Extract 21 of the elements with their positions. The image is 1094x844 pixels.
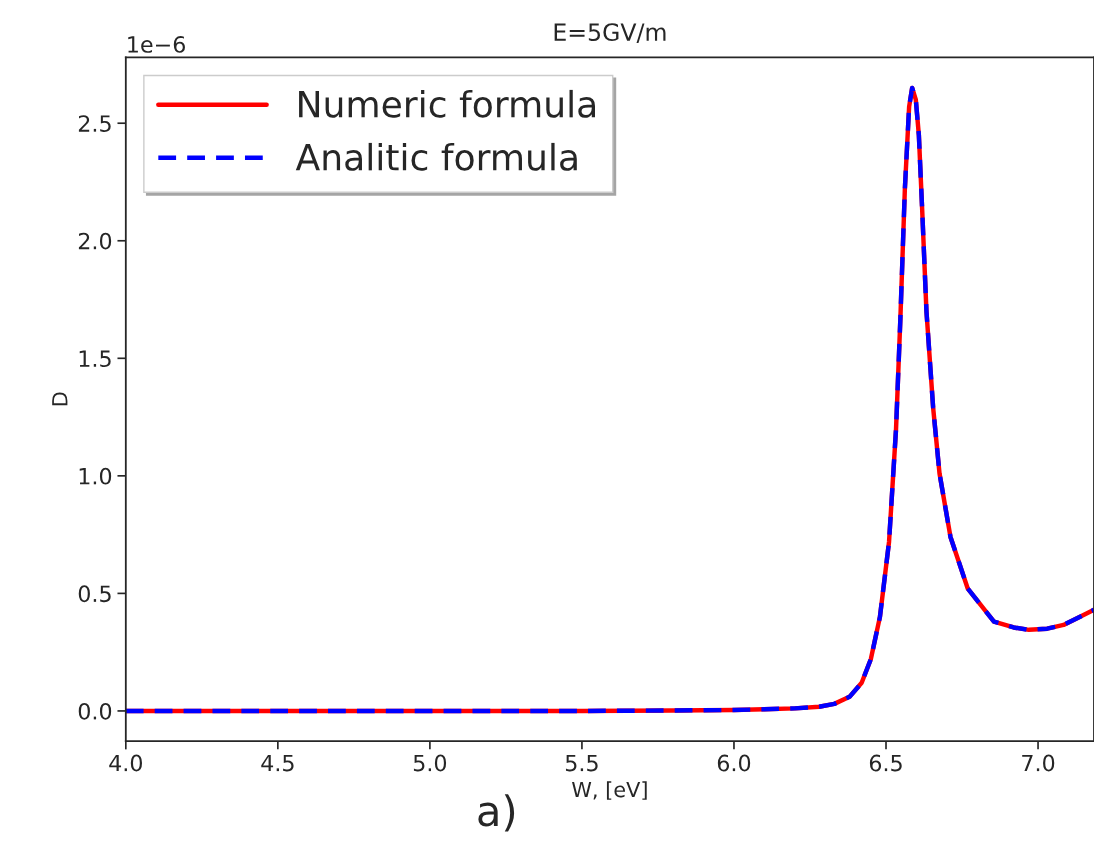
y-tick-label: 2.0 xyxy=(78,232,112,250)
y-tick-label: 1.0 xyxy=(79,467,112,485)
legend-label: Numeric formula xyxy=(299,89,596,118)
x-tick-label: 7.0 xyxy=(1022,754,1055,772)
line-series xyxy=(125,85,1094,714)
y-tick-label: 1.5 xyxy=(79,350,111,368)
x-tick-label: 5.0 xyxy=(413,754,447,772)
x-tick-label: 6.5 xyxy=(869,754,902,772)
y-tick-label: 0.5 xyxy=(78,585,111,603)
legend-label: Analitic formula xyxy=(295,142,577,171)
text: 1e−6 xyxy=(128,36,185,53)
x-tick-label: 6.0 xyxy=(717,754,751,772)
x-tick-label: 4.5 xyxy=(261,754,294,772)
x-axis-title: W, [eV] xyxy=(572,781,647,800)
text: a) xyxy=(478,794,515,832)
chart-title: E=5GV/m xyxy=(554,23,666,43)
x-tick-label: 4.0 xyxy=(109,754,143,772)
y-tick-label: 2.5 xyxy=(78,115,111,132)
y-axis-title: D xyxy=(52,392,68,406)
y-tick-label: 0.0 xyxy=(78,702,112,720)
x-tick-label: 5.5 xyxy=(565,754,598,772)
